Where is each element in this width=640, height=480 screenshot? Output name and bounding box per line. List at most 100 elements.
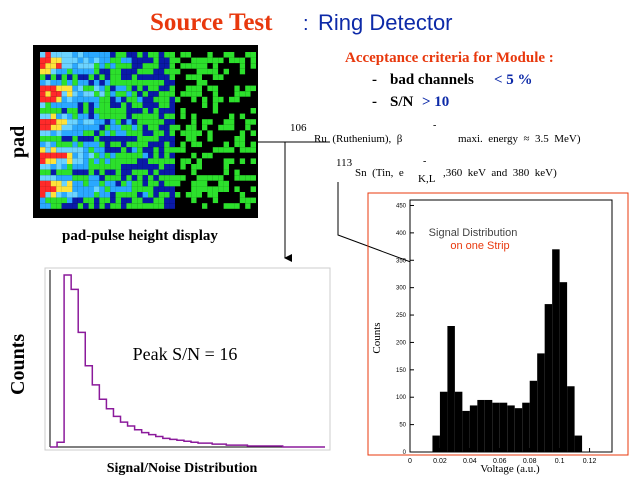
heatmap-cell bbox=[164, 141, 170, 148]
heatmap-cell bbox=[88, 197, 94, 204]
heatmap-cell bbox=[148, 102, 154, 108]
heatmap-cell bbox=[121, 80, 127, 86]
heatmap-cell bbox=[169, 152, 175, 159]
bar bbox=[499, 402, 508, 452]
heatmap-cell bbox=[50, 136, 57, 142]
heatmap-cell bbox=[207, 197, 213, 204]
heatmap-cell bbox=[40, 80, 46, 86]
heatmap-cell bbox=[121, 68, 127, 75]
heatmap-cell bbox=[185, 169, 192, 176]
heatmap-cell bbox=[191, 108, 197, 114]
heatmap-cell bbox=[153, 136, 159, 142]
heatmap-cell bbox=[45, 119, 51, 125]
heatmap-cell bbox=[212, 80, 219, 86]
heatmap-cell bbox=[250, 130, 256, 136]
heatmap-cell bbox=[234, 141, 240, 148]
heatmap-cell bbox=[67, 197, 73, 204]
heatmap-cell bbox=[196, 203, 202, 209]
heatmap-cell bbox=[121, 147, 127, 153]
heatmap-cell bbox=[234, 91, 240, 97]
heatmap-cell bbox=[99, 186, 105, 192]
heatmap-cell bbox=[169, 158, 175, 164]
heatmap-cell bbox=[212, 91, 219, 97]
heatmap-cell bbox=[218, 147, 224, 153]
heatmap-cell bbox=[202, 102, 208, 108]
heatmap-cell bbox=[164, 186, 170, 192]
heatmap-cell bbox=[50, 63, 57, 69]
heatmap-cell bbox=[56, 52, 62, 58]
heatmap-cell bbox=[234, 52, 240, 58]
heatmap-cell bbox=[45, 186, 51, 192]
heatmap-cell bbox=[67, 52, 73, 58]
heatmap-cell bbox=[137, 180, 143, 187]
heatmap-cell bbox=[212, 113, 219, 120]
bar bbox=[574, 435, 583, 452]
heatmap-cell bbox=[196, 130, 202, 136]
heatmap-cell bbox=[110, 130, 116, 136]
heatmap-cell bbox=[250, 164, 256, 170]
heatmap-cell bbox=[207, 124, 213, 131]
heatmap-cell bbox=[131, 80, 138, 86]
heatmap-cell bbox=[126, 102, 132, 108]
heatmap-cell bbox=[115, 203, 121, 209]
heatmap-cell bbox=[218, 68, 224, 75]
heatmap-cell bbox=[218, 152, 224, 159]
heatmap-cell bbox=[126, 158, 132, 164]
heatmap-cell bbox=[164, 175, 170, 181]
heatmap-cell bbox=[212, 192, 219, 198]
heatmap-cell bbox=[207, 203, 213, 209]
heatmap-cell bbox=[94, 113, 100, 120]
source-text: Ru (Ruthenium), β bbox=[314, 133, 403, 145]
heatmap-cell bbox=[175, 158, 181, 164]
heatmap-cell bbox=[45, 147, 51, 153]
heatmap-cell bbox=[110, 164, 116, 170]
heatmap-cell bbox=[239, 164, 246, 170]
heatmap-cell bbox=[121, 136, 127, 142]
heatmap-cell bbox=[56, 164, 62, 170]
heatmap-cell bbox=[115, 63, 121, 69]
heatmap-cell bbox=[158, 85, 165, 92]
heatmap-cell bbox=[56, 192, 62, 198]
heatmap-cell bbox=[153, 119, 159, 125]
heatmap-cell bbox=[169, 169, 175, 176]
heatmap-cell bbox=[88, 152, 94, 159]
heatmap-cell bbox=[169, 113, 175, 120]
y-tick-label: 300 bbox=[396, 286, 407, 292]
heatmap-cell bbox=[72, 130, 78, 136]
heatmap-cell bbox=[158, 136, 165, 142]
heatmap-cell bbox=[83, 96, 89, 103]
heatmap-cell bbox=[94, 180, 100, 187]
heatmap-cell bbox=[137, 80, 143, 86]
heatmap-cell bbox=[245, 57, 251, 64]
heatmap-cell bbox=[61, 152, 67, 159]
heatmap-cell bbox=[229, 147, 235, 153]
heatmap-cell bbox=[110, 96, 116, 103]
bar bbox=[552, 249, 560, 452]
heatmap-cell bbox=[196, 180, 202, 187]
heatmap-cell bbox=[56, 180, 62, 187]
heatmap-cell bbox=[185, 152, 192, 159]
heatmap-cell bbox=[67, 68, 73, 75]
heatmap-cell bbox=[148, 147, 154, 153]
heatmap-cell bbox=[191, 74, 197, 80]
heatmap-cell bbox=[202, 52, 208, 58]
heatmap-cell bbox=[88, 96, 94, 103]
heatmap-cell bbox=[45, 130, 51, 136]
heatmap-cell bbox=[72, 152, 78, 159]
heatmap-cell bbox=[115, 180, 121, 187]
heatmap-cell bbox=[180, 113, 186, 120]
heatmap-cell bbox=[45, 152, 51, 159]
heatmap-cell bbox=[239, 102, 246, 108]
heatmap-cell bbox=[153, 113, 159, 120]
heatmap-cell bbox=[148, 74, 154, 80]
heatmap-cell bbox=[158, 197, 165, 204]
heatmap-cell bbox=[126, 141, 132, 148]
heatmap-cell bbox=[142, 57, 148, 64]
heatmap-cell bbox=[250, 85, 256, 92]
heatmap-cell bbox=[207, 68, 213, 75]
heatmap-cell bbox=[56, 57, 62, 64]
heatmap-cell bbox=[131, 68, 138, 75]
heatmap-cell bbox=[77, 52, 84, 58]
heatmap-cell bbox=[164, 68, 170, 75]
heatmap-cell bbox=[148, 186, 154, 192]
